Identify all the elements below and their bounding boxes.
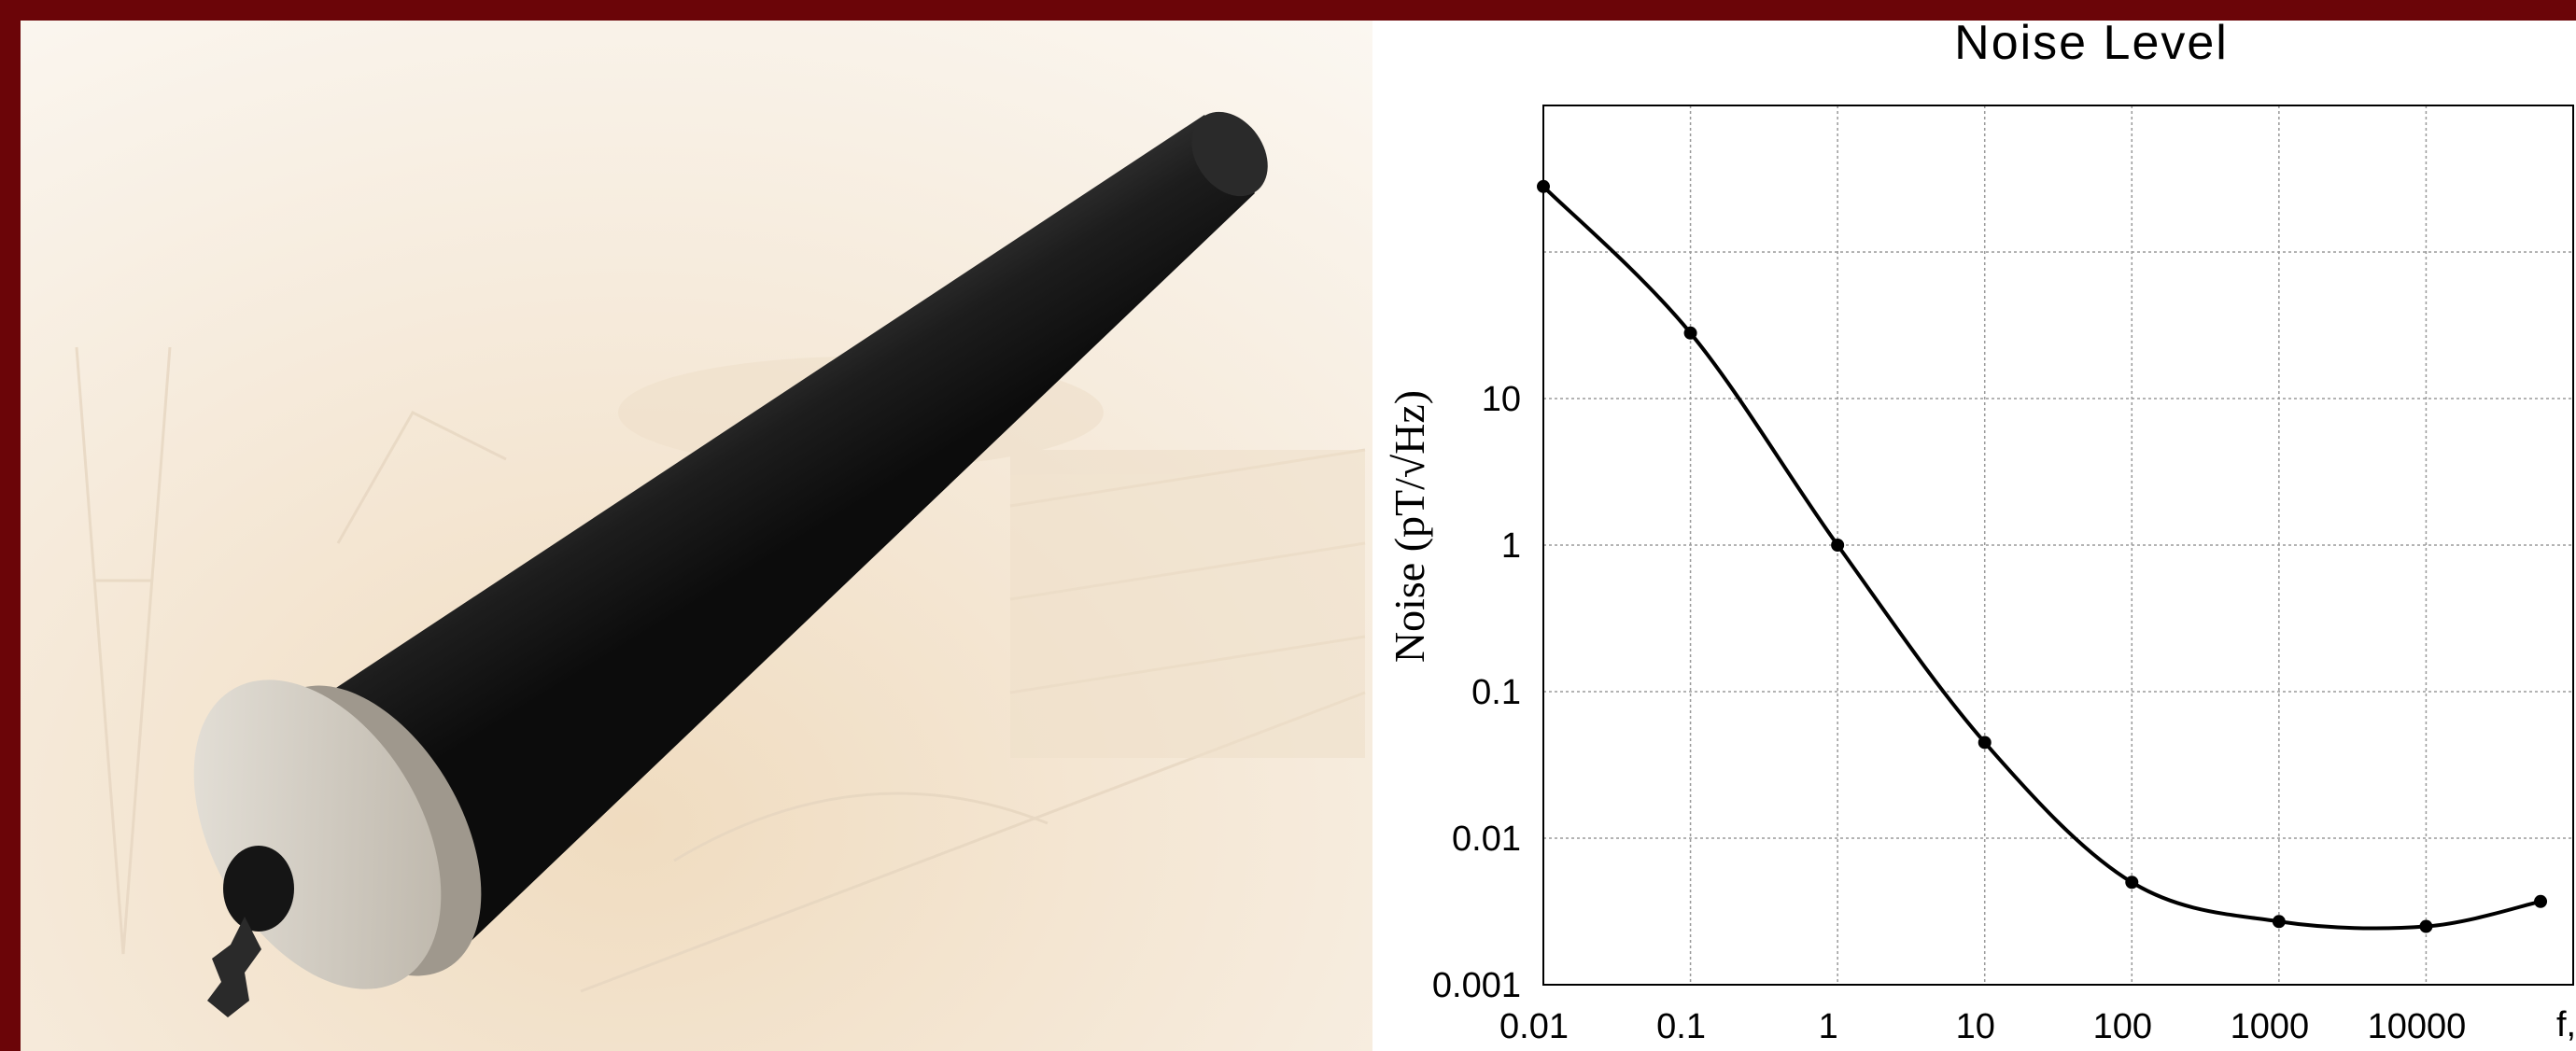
data-point [2534,894,2548,908]
data-point [1683,326,1697,340]
x-tick-label: 0.01 [1499,1007,1569,1046]
sensor-photo-panel [21,21,1372,1051]
data-point [2419,919,2433,933]
chart-title: Noise Level [1954,21,2229,70]
x-tick-label: 1000 [2231,1007,2310,1046]
data-point [1831,539,1845,552]
x-tick-label: 0.1 [1656,1007,1706,1046]
y-tick-label: 0.001 [1432,966,1521,1005]
plot-area-frame [1542,105,2574,986]
chart-grid [1543,105,2573,985]
data-point [1978,736,1992,750]
magnetic-sensor-image [21,21,1372,1051]
x-tick-label: 1 [1819,1007,1838,1046]
y-tick-label: 0.1 [1471,673,1521,712]
y-tick-label: 1 [1501,526,1521,566]
x-axis-ticks: 0.01 0.1 1 10 100 1000 10000 [1499,1007,2466,1046]
x-tick-label: 100 [2093,1007,2152,1046]
x-tick-label: 10000 [2368,1007,2467,1046]
y-axis-ticks: 0.001 0.01 0.1 1 10 [1432,380,1521,1005]
x-axis-label: f, Hz [2556,1005,2576,1044]
noise-chart-panel: Noise Level 0.001 0.01 0.1 1 10 0.01 0.1 1 10 10… [1372,21,2576,1051]
data-point [1537,179,1550,193]
data-point [2125,876,2139,890]
noise-series [1537,179,2548,933]
y-tick-label: 0.01 [1452,820,1521,859]
y-tick-label: 10 [1482,380,1521,419]
y-axis-label: Noise (pT/√Hz) [1386,390,1433,663]
data-point [2272,915,2286,929]
x-tick-label: 10 [1956,1007,1995,1046]
series-line [1541,185,2541,931]
